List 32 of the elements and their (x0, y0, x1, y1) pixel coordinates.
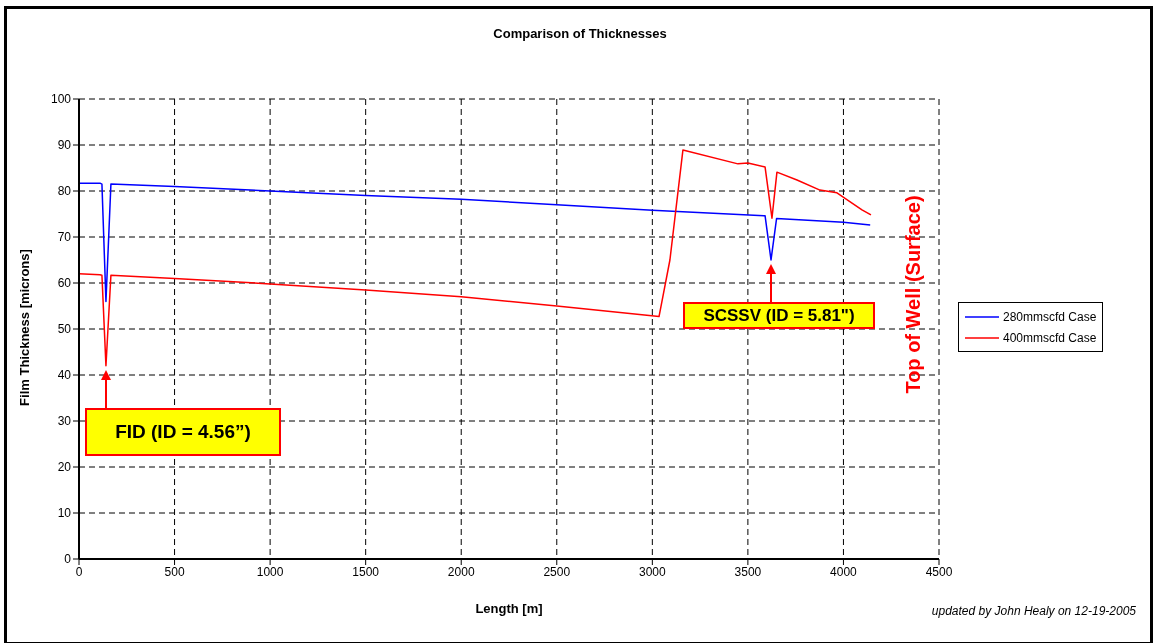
y-tick-label: 40 (57, 368, 72, 383)
x-axis-title: Length [m] (475, 601, 543, 616)
text: updated by John Healy on 12-19-2005 (931, 604, 1136, 618)
y-tick-label: 50 (57, 322, 72, 337)
y-axis-title: Film Thickness [microns] (16, 248, 32, 408)
y-tick-label: 0 (64, 552, 72, 567)
y-tick-label: 20 (57, 460, 72, 475)
x-tick-label: 4500 (925, 564, 953, 579)
x-tick-label: 3500 (734, 564, 762, 579)
x-tick-label: 500 (164, 564, 185, 579)
x-tick-label: 2500 (543, 564, 571, 579)
x-tick-label: 0 (75, 564, 83, 579)
y-tick-label: 70 (57, 230, 72, 245)
annotation: FID (ID = 4.56”) (85, 407, 281, 456)
chart-title: Comparison of Thicknesses (492, 26, 668, 41)
legend-label: 400mmscfd Case (1003, 330, 1097, 345)
legend-label: 280mmscfd Case (1003, 309, 1097, 324)
x-tick-label: 1500 (352, 564, 380, 579)
y-tick-label: 90 (57, 138, 72, 153)
annotation: SCSSV (ID = 5.81") (683, 302, 875, 329)
y-tick-label: 100 (50, 92, 72, 107)
line-series (79, 149, 872, 367)
y-tick-label: 80 (57, 184, 72, 199)
x-tick-label: 2000 (447, 564, 475, 579)
x-tick-label: 1000 (256, 564, 284, 579)
y-tick-label: 30 (57, 414, 72, 429)
x-tick-label: 4000 (830, 564, 858, 579)
x-tick-label: 3000 (638, 564, 666, 579)
y-tick-label: 60 (57, 276, 72, 291)
annotation: Top of Well (Surface) (901, 194, 925, 396)
line-series (79, 182, 871, 303)
y-tick-label: 10 (57, 506, 72, 521)
